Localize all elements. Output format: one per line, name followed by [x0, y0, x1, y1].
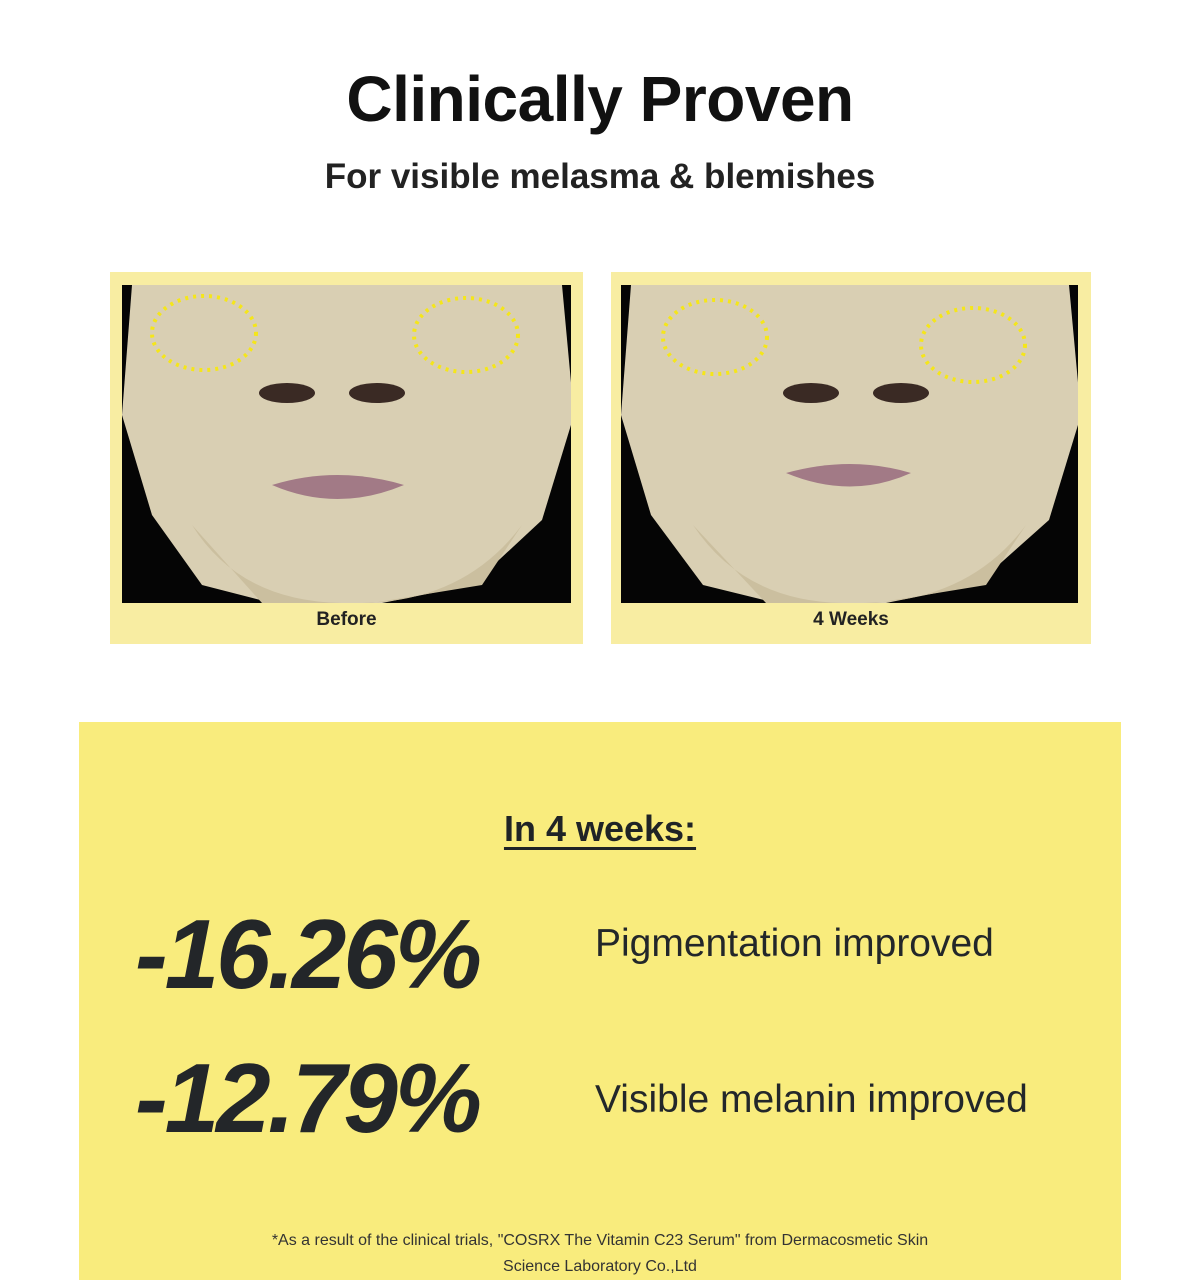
page-title: Clinically Proven — [346, 63, 854, 135]
result-label: Visible melanin improved — [595, 1078, 1028, 1121]
after-card: 4 Weeks — [611, 272, 1091, 644]
results-heading: In 4 weeks: — [79, 808, 1121, 850]
before-photo — [122, 285, 571, 603]
before-card: Before — [110, 272, 583, 644]
result-value: -12.79% — [135, 1043, 482, 1153]
results-heading-text: In 4 weeks: — [503, 808, 697, 849]
page-subtitle: For visible melasma & blemishes — [324, 157, 876, 196]
footnote-line: *As a result of the clinical trials, "CO… — [271, 1232, 929, 1249]
before-caption: Before — [316, 609, 377, 630]
footnote: *As a result of the clinical trials, "CO… — [79, 1228, 1121, 1280]
after-caption: 4 Weeks — [813, 609, 889, 630]
result-label: Pigmentation improved — [595, 922, 994, 965]
footnote-line: Science Laboratory Co.,Ltd — [503, 1258, 697, 1275]
results-panel: In 4 weeks: -16.26% Pigmentation improve… — [79, 722, 1121, 1280]
after-photo — [621, 285, 1078, 603]
result-value: -16.26% — [135, 899, 482, 1009]
